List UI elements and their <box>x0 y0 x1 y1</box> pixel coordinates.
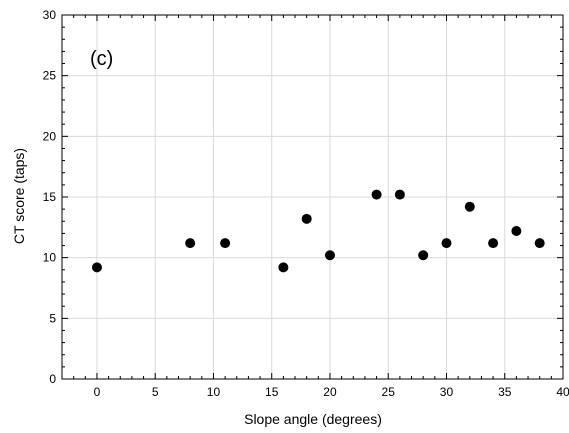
data-point <box>511 225 522 236</box>
data-points <box>91 189 545 273</box>
x-tick-label: 0 <box>94 385 101 399</box>
data-point <box>464 201 475 212</box>
panel-label: (c) <box>90 48 113 70</box>
data-point <box>418 250 429 261</box>
y-tick-label: 10 <box>43 251 57 265</box>
x-tick-label: 40 <box>556 385 569 399</box>
x-axis-title: Slope angle (degrees) <box>244 411 382 427</box>
data-point <box>278 262 289 273</box>
x-tick-label: 5 <box>152 385 159 399</box>
data-point <box>394 189 405 200</box>
x-tick-label: 10 <box>207 385 221 399</box>
x-tick-label: 15 <box>265 385 279 399</box>
y-tick-label: 20 <box>43 129 57 143</box>
data-point <box>91 262 102 273</box>
y-tick-label: 30 <box>43 8 57 22</box>
data-point <box>371 189 382 200</box>
x-tick-label: 20 <box>323 385 337 399</box>
y-tick-label: 5 <box>49 311 56 325</box>
data-point <box>301 213 312 224</box>
y-axis-title: CT score (taps) <box>11 148 27 244</box>
x-tick-label: 25 <box>382 385 396 399</box>
data-point <box>534 238 545 249</box>
data-point <box>324 250 335 261</box>
data-point <box>488 238 499 249</box>
x-tick-label: 35 <box>498 385 512 399</box>
y-tick-label: 15 <box>43 190 57 204</box>
x-tick-label: 30 <box>440 385 454 399</box>
axes <box>61 14 564 380</box>
data-point <box>441 238 452 249</box>
y-tick-label: 25 <box>43 69 57 83</box>
data-point <box>220 238 231 249</box>
tick-labels: 0 5 10 15 20 25 30 35 40 0 5 10 15 20 25 30 <box>43 8 569 399</box>
y-tick-label: 0 <box>49 372 56 386</box>
data-point <box>185 238 196 249</box>
grid-lines <box>62 15 563 379</box>
